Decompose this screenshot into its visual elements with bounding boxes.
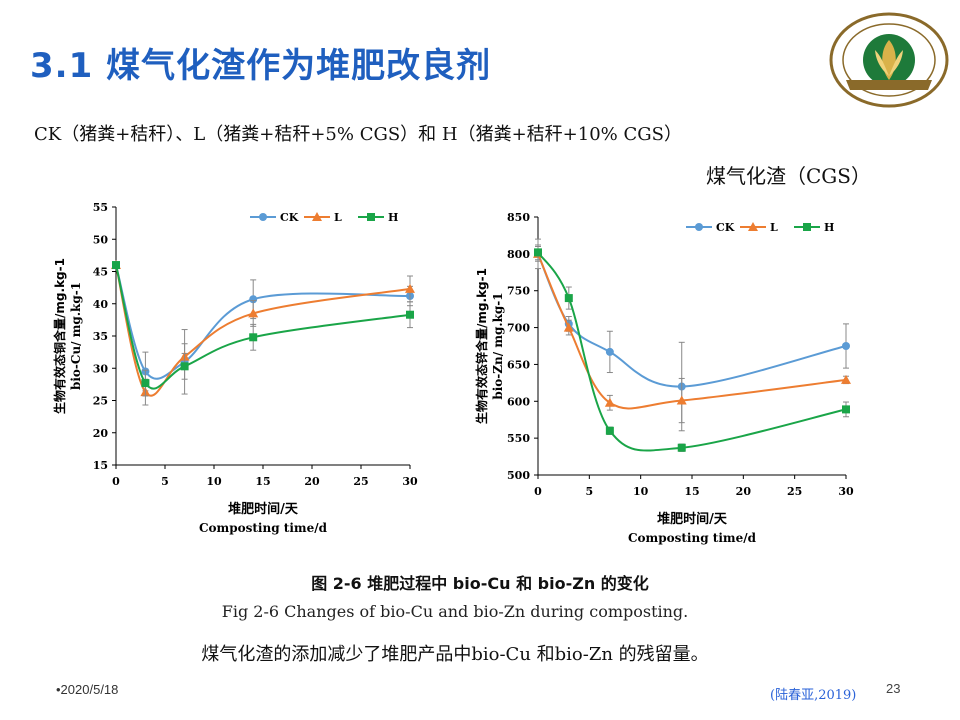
legend-marker-CK <box>259 213 267 221</box>
y-axis-label-zh: 生物有效态铜含量/mg.kg-1 <box>52 258 67 414</box>
x-tick-label: 20 <box>304 475 320 488</box>
data-point-L <box>248 308 259 318</box>
x-axis-label-zh: 堆肥时间/天 <box>228 501 299 517</box>
data-point-L <box>604 397 615 407</box>
y-tick-label: 500 <box>507 469 530 482</box>
x-tick-label: 30 <box>402 475 418 488</box>
x-tick-label: 20 <box>736 485 752 498</box>
figure-caption-zh: 图 2-6 堆肥过程中 bio-Cu 和 bio-Zn 的变化 <box>311 574 649 593</box>
bio-zn-chart: 500 550 600 650 700 750 800 850 0 5 10 15 20 25 30 堆肥时间… <box>460 205 860 555</box>
y-tick-label: 550 <box>507 432 530 445</box>
conclusion-text: 煤气化渣的添加减少了堆肥产品中bio-Cu 和bio-Zn 的残留量。 <box>201 644 709 665</box>
legend-label: L <box>334 211 342 224</box>
legend-marker-H <box>367 213 375 221</box>
page-number: 23 <box>886 681 901 696</box>
y-tick-label: 750 <box>507 285 530 298</box>
legend-marker-CK <box>695 223 703 231</box>
data-point-H <box>180 362 189 371</box>
chart-svg: 500 550 600 650 700 750 800 850 0 5 10 15 20 25 30 堆肥时间… <box>474 211 854 545</box>
legend-label: H <box>388 211 398 224</box>
data-point-H <box>141 379 150 388</box>
series-line-L <box>115 264 411 397</box>
cgs-label: 煤气化渣（CGS） <box>706 164 871 188</box>
y-tick-label: 20 <box>93 427 109 440</box>
x-tick-label: 15 <box>684 485 699 498</box>
x-tick-label: 10 <box>633 485 649 498</box>
x-axis-label-zh: 堆肥时间/天 <box>657 511 728 527</box>
x-axis-label-en: Composting time/d <box>628 531 757 545</box>
data-point-H <box>605 426 614 435</box>
y-tick-label: 650 <box>507 358 530 371</box>
y-tick-label: 40 <box>93 298 109 311</box>
y-axis-label-zh: 生物有效态锌含量/mg.kg-1 <box>474 268 489 424</box>
data-point-CK <box>842 342 850 350</box>
data-point-H <box>534 248 542 257</box>
data-point-H <box>249 333 258 342</box>
y-tick-label: 15 <box>93 459 108 472</box>
series-line-CK <box>537 253 847 388</box>
series-line-CK <box>115 264 411 380</box>
chart-svg: 15 20 25 30 35 40 45 50 55 0 5 10 15 20 25 30 堆肥时间/天 Comp… <box>52 201 418 535</box>
bio-cu-chart: 15 20 25 30 35 40 45 50 55 0 5 10 15 20 25 30 堆肥时间/天 Comp… <box>40 195 430 545</box>
x-tick-label: 25 <box>787 485 802 498</box>
x-tick-label: 5 <box>161 475 169 488</box>
data-point-L <box>405 283 415 293</box>
legend-label: CK <box>280 211 299 224</box>
figure-caption-en: Fig 2-6 Changes of bio-Cu and bio-Zn dur… <box>221 602 689 621</box>
series-line-H <box>537 251 847 452</box>
y-tick-label: 30 <box>93 362 109 375</box>
x-tick-label: 0 <box>534 485 542 498</box>
legend-label: CK <box>716 221 735 234</box>
data-point-L <box>563 322 574 332</box>
data-point-H <box>112 261 120 270</box>
data-point-H <box>842 405 850 414</box>
y-tick-label: 25 <box>93 395 108 408</box>
citation: (陆春亚,2019) <box>770 688 857 703</box>
y-tick-label: 850 <box>507 211 530 224</box>
data-point-L <box>841 374 851 384</box>
y-tick-label: 600 <box>507 395 530 408</box>
y-tick-label: 55 <box>93 201 108 214</box>
legend-marker-L <box>748 222 758 231</box>
university-logo-icon <box>829 12 949 108</box>
y-axis-label-en: bio-Zn/ mg.kg-1 <box>491 292 505 399</box>
data-point-H <box>677 443 686 452</box>
legend-label: L <box>770 221 778 234</box>
y-tick-label: 45 <box>93 266 108 279</box>
x-tick-label: 5 <box>586 485 594 498</box>
data-point-H <box>564 294 573 303</box>
x-tick-label: 10 <box>206 475 222 488</box>
data-point-CK <box>605 347 614 356</box>
y-tick-label: 50 <box>93 233 109 246</box>
x-tick-label: 30 <box>838 485 854 498</box>
y-axis-label-en: bio-Cu/ mg.kg-1 <box>69 282 83 390</box>
treatment-description: CK（猪粪+秸秆）、L（猪粪+秸秆+5% CGS）和 H（猪粪+秸秆+10% C… <box>34 124 682 145</box>
y-tick-label: 35 <box>93 330 108 343</box>
legend-label: H <box>824 221 834 234</box>
x-tick-label: 0 <box>112 475 120 488</box>
y-tick-label: 800 <box>507 248 530 261</box>
x-tick-label: 15 <box>255 475 270 488</box>
legend-marker-H <box>803 223 811 231</box>
slide-title: 3.1 煤气化渣作为堆肥改良剂 <box>30 46 492 86</box>
y-tick-label: 700 <box>507 322 530 335</box>
x-tick-label: 25 <box>353 475 368 488</box>
x-axis-label-en: Composting time/d <box>199 521 328 535</box>
data-point-H <box>406 310 414 319</box>
data-point-CK <box>249 295 258 304</box>
slide-date: •2020/5/18 <box>56 682 119 697</box>
data-point-L <box>676 395 687 405</box>
legend-marker-L <box>312 212 322 221</box>
series-line-H <box>115 264 411 390</box>
